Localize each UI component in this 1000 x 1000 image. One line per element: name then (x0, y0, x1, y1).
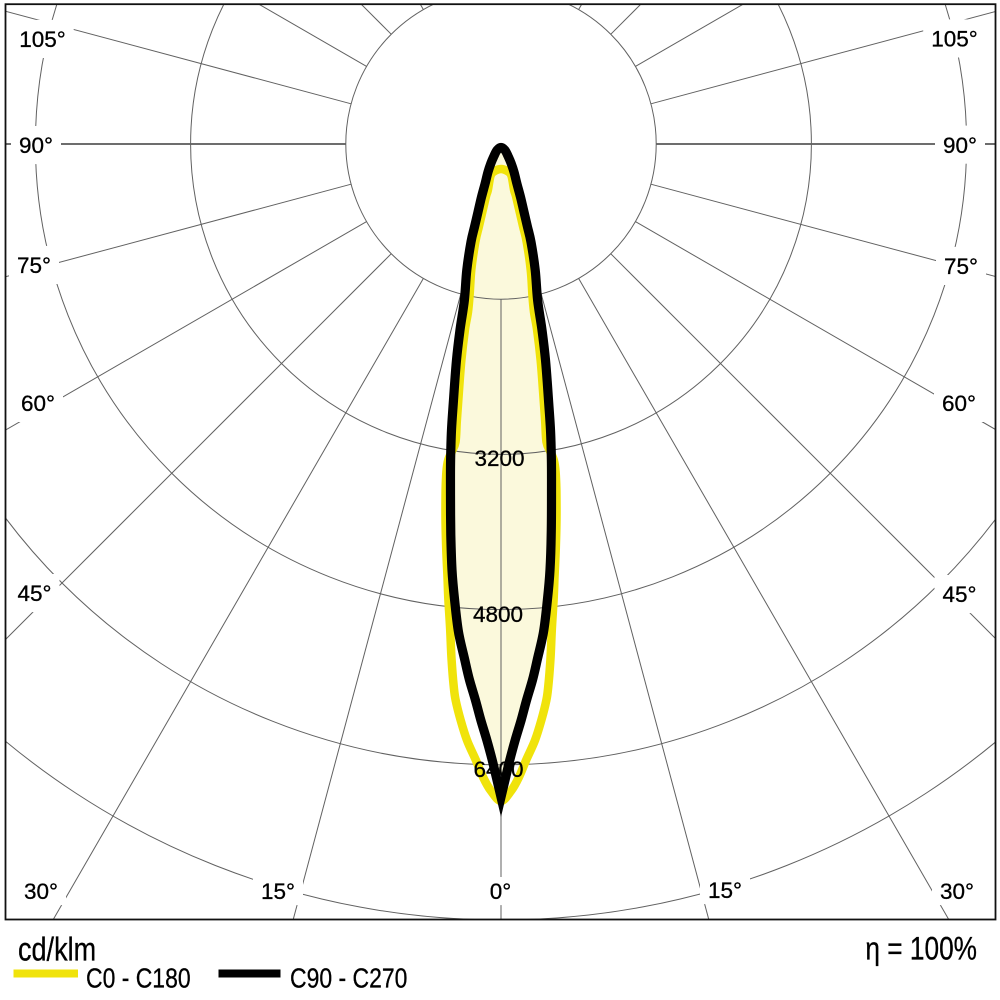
svg-text:15°: 15° (261, 879, 295, 904)
svg-text:105°: 105° (19, 27, 66, 52)
svg-text:cd/klm: cd/klm (18, 932, 96, 968)
svg-text:60°: 60° (21, 391, 55, 416)
svg-text:60°: 60° (942, 391, 976, 416)
svg-text:0°: 0° (490, 879, 512, 904)
svg-text:4800: 4800 (473, 602, 523, 627)
svg-text:45°: 45° (17, 581, 51, 606)
svg-text:90°: 90° (19, 133, 53, 158)
svg-text:3200: 3200 (474, 446, 524, 471)
svg-text:C90 - C270: C90 - C270 (290, 963, 407, 994)
svg-text:45°: 45° (942, 582, 976, 607)
svg-text:30°: 30° (940, 879, 974, 904)
svg-text:90°: 90° (943, 133, 977, 158)
svg-text:75°: 75° (944, 254, 978, 279)
svg-text:15°: 15° (708, 878, 742, 903)
svg-text:6400: 6400 (473, 757, 523, 782)
svg-text:75°: 75° (17, 253, 51, 278)
svg-text:C0 - C180: C0 - C180 (86, 963, 191, 994)
svg-text:30°: 30° (24, 879, 58, 904)
svg-text:η = 100%: η = 100% (865, 932, 977, 967)
svg-text:105°: 105° (931, 27, 978, 52)
